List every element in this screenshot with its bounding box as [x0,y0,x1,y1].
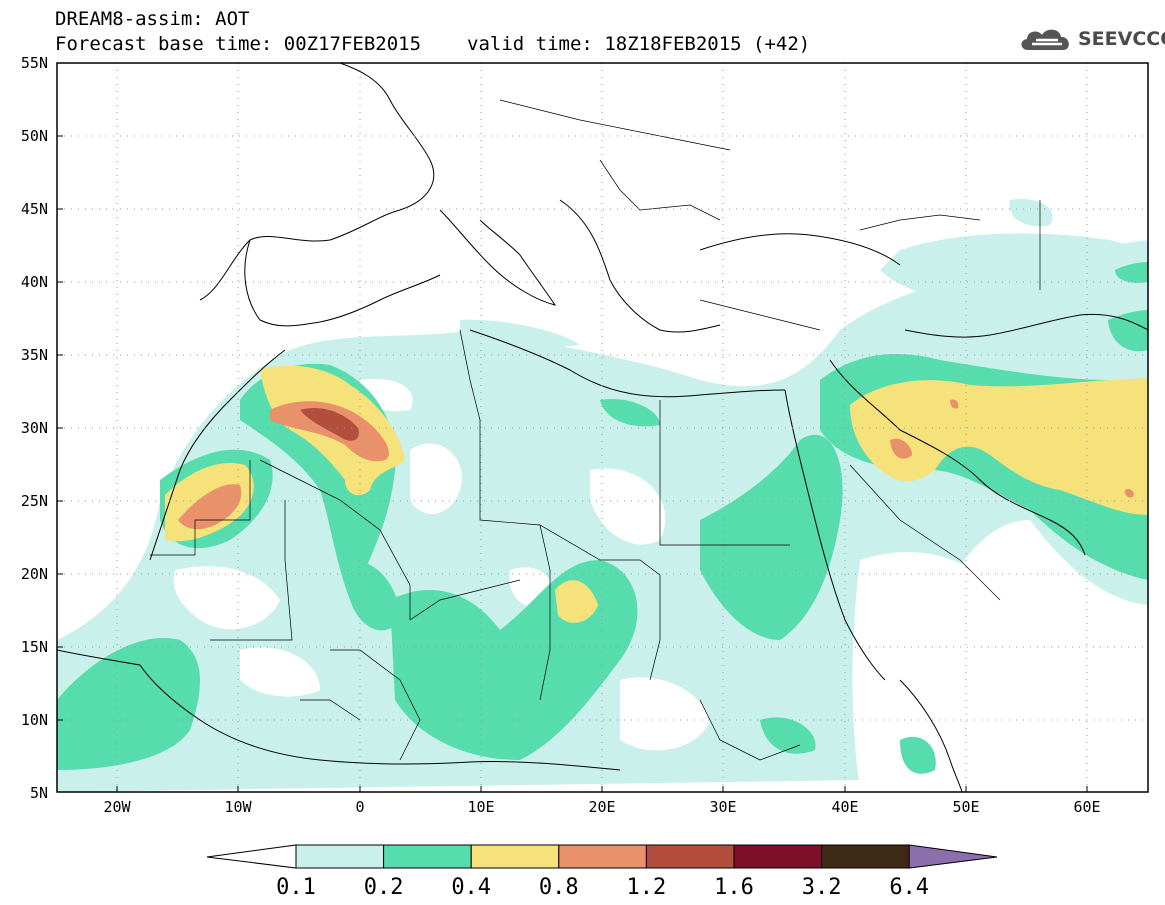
lat-label: 15N [21,638,48,656]
lon-label: 0 [355,798,364,816]
lon-label: 10E [467,798,494,816]
lon-label: 20W [103,798,131,816]
base-time: Forecast base time: 00Z17FEB2015 [55,33,422,55]
time-info: Forecast base time: 00Z17FEB2015 valid ti… [55,33,810,55]
colorbar-swatch [383,844,472,869]
lat-label: 55N [21,54,48,72]
colorbar-swatch [558,844,647,869]
colorbar-label: 0.1 [276,875,316,900]
colorbar-label: 0.4 [451,875,491,900]
lat-label: 10N [21,711,48,729]
lat-label: 40N [21,273,48,291]
colorbar-label: 0.8 [539,875,579,900]
colorbar-swatch [821,844,910,869]
valid-time: valid time: 18Z18FEB2015 (+42) [467,33,811,55]
colorbar-swatch [470,844,560,869]
colorbar-label: 0.2 [364,875,404,900]
lat-label: 5N [30,784,48,802]
chart-title: DREAM8-assim: AOT [55,8,250,30]
colorbar-swatch [295,844,385,869]
seevccc-logo: SEEVCCC [1018,22,1165,56]
lat-label: 50N [21,127,48,145]
aot-field [57,63,1148,792]
colorbar-swatch [645,844,735,869]
lon-label: 60E [1073,798,1100,816]
colorbar-label: 1.6 [714,875,754,900]
colorbar-label: 6.4 [889,875,929,900]
colorbar-swatch [733,844,823,869]
lat-label: 30N [21,419,48,437]
lon-label: 10W [224,798,252,816]
colorbar-low-arrow [206,844,297,869]
cloud-icon [1021,29,1069,50]
colorbar-label: 3.2 [802,875,842,900]
colorbar [206,844,998,869]
lat-label: 25N [21,492,48,510]
colorbar-high-arrow [908,844,998,869]
lat-label: 45N [21,200,48,218]
lon-label: 40E [831,798,858,816]
lat-label: 20N [21,565,48,583]
lon-label: 50E [952,798,979,816]
lat-label: 35N [21,346,48,364]
colorbar-label: 1.2 [627,875,667,900]
logo-text: SEEVCCC [1078,28,1165,50]
lon-label: 30E [709,798,736,816]
lon-label: 20E [588,798,615,816]
